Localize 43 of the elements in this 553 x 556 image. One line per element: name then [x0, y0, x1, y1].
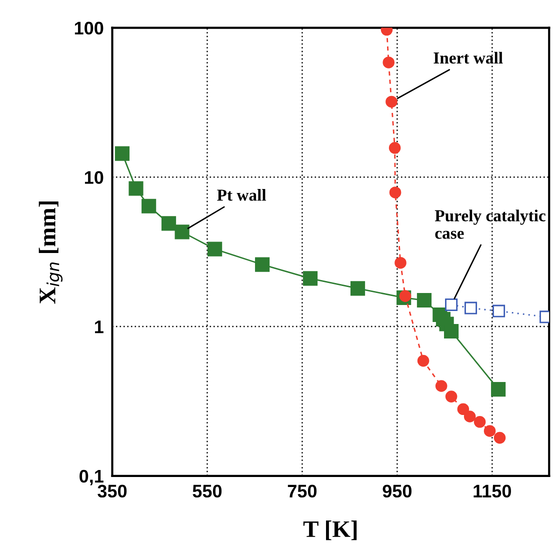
point — [491, 382, 506, 397]
point — [444, 324, 459, 339]
annotation: Purely catalytic case — [434, 210, 546, 239]
y-tick-label: 1 — [95, 320, 104, 334]
point — [394, 256, 406, 269]
y-axis-title: X$_{ign}$ [mm] — [38, 201, 63, 304]
x-tick-label: 1150 — [474, 484, 511, 498]
y-tick-label: 10 — [84, 171, 104, 184]
x-tick-label: 950 — [382, 484, 412, 498]
point — [208, 242, 222, 256]
point — [174, 224, 190, 240]
point — [161, 216, 176, 231]
x-tick-label: 550 — [192, 484, 222, 498]
point — [350, 281, 366, 296]
point — [388, 142, 401, 154]
point — [464, 302, 478, 314]
point — [142, 198, 156, 214]
point — [399, 290, 412, 302]
point — [445, 390, 458, 402]
point — [484, 425, 496, 437]
point — [128, 181, 144, 196]
point — [255, 257, 270, 272]
point — [302, 271, 318, 286]
point — [386, 96, 398, 108]
y-tick-label: 0,1 — [80, 470, 104, 486]
point — [416, 292, 432, 308]
point — [435, 380, 448, 392]
x-tick-label: 350 — [98, 484, 127, 498]
x-axis-title: T [K] — [303, 520, 357, 540]
point — [114, 146, 130, 161]
point — [494, 432, 506, 444]
point — [417, 354, 430, 367]
point — [464, 410, 476, 422]
point — [445, 298, 458, 311]
point — [492, 304, 506, 318]
point — [382, 56, 395, 68]
y-tick-label: 100 — [74, 22, 104, 35]
point — [457, 403, 470, 416]
point — [389, 186, 402, 198]
annotation: Inert wall — [434, 52, 503, 64]
point — [474, 416, 486, 428]
annotation: Pt wall — [217, 189, 266, 201]
x-tick-label: 750 — [288, 484, 317, 498]
